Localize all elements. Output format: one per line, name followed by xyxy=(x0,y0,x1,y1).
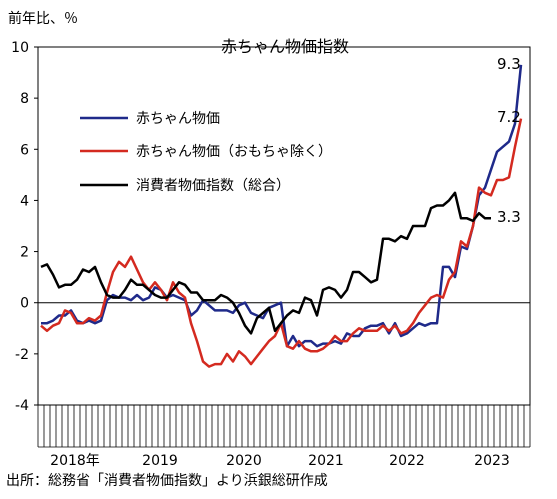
end-value-label: 7.2 xyxy=(497,108,521,126)
y-tick-label: 8 xyxy=(20,91,29,107)
y-tick-label: -4 xyxy=(15,398,29,414)
chart-title: 赤ちゃん物価指数 xyxy=(221,37,349,56)
y-tick-label: 0 xyxy=(20,296,29,312)
y-axis-label: 前年比、％ xyxy=(8,11,78,27)
end-value-label: 9.3 xyxy=(497,55,521,73)
y-tick-label: -2 xyxy=(15,347,29,363)
source-note: 出所：総務省「消費者物価指数」より浜銀総研作成 xyxy=(6,473,328,489)
legend-label: 消費者物価指数（総合） xyxy=(136,178,290,194)
end-value-label: 3.3 xyxy=(497,208,521,226)
y-tick-label: 2 xyxy=(20,245,29,261)
legend-label: 赤ちゃん物価 xyxy=(136,111,220,127)
year-label: 2018年 xyxy=(50,453,100,469)
year-label: 2020 xyxy=(226,453,262,469)
legend-label: 赤ちゃん物価（おもちゃ除く） xyxy=(136,144,332,160)
year-label: 2019 xyxy=(142,453,178,469)
y-tick-label: 4 xyxy=(20,193,29,209)
year-label: 2023 xyxy=(474,453,510,469)
plot-frame xyxy=(37,46,531,406)
year-label: 2021 xyxy=(308,453,344,469)
year-label: 2022 xyxy=(389,453,425,469)
y-tick-label: 6 xyxy=(20,142,29,158)
line-chart: -4 -2 0 2 4 6 8 10 2018年 2019 2020 2021 2022 2023 赤ちゃん… xyxy=(11,37,531,470)
series-line xyxy=(40,191,491,335)
series-line xyxy=(41,64,523,348)
y-tick-label: 10 xyxy=(11,40,29,56)
